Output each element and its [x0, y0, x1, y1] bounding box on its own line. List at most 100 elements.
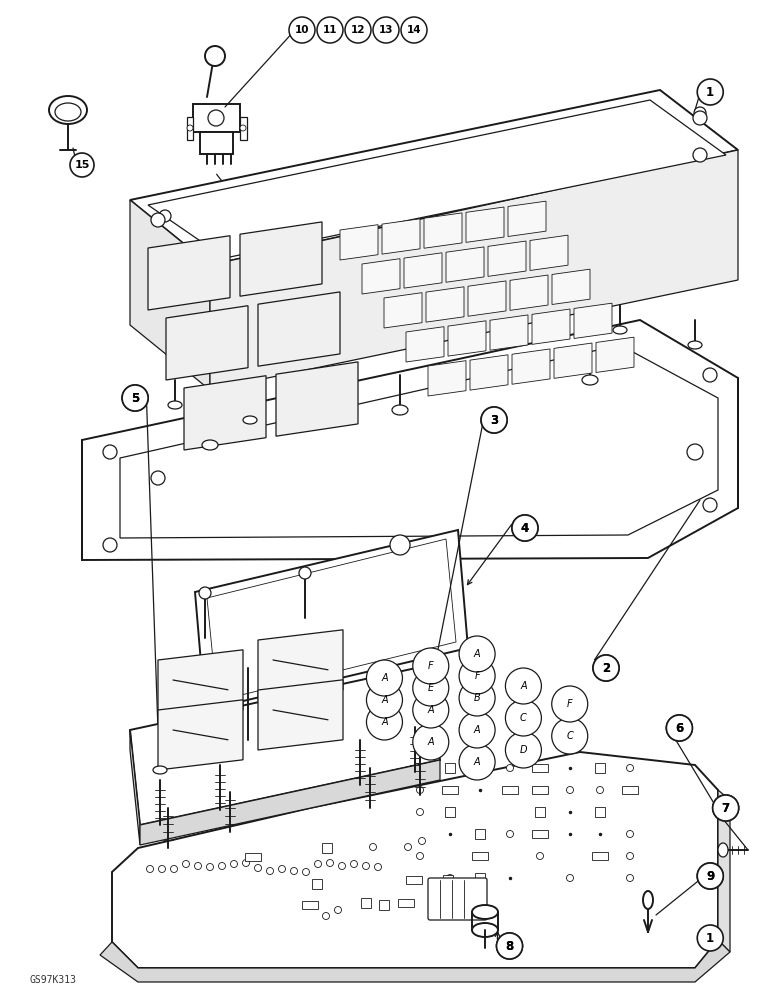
- Circle shape: [459, 680, 495, 716]
- Text: 14: 14: [407, 25, 422, 35]
- Circle shape: [345, 17, 371, 43]
- Circle shape: [459, 636, 495, 672]
- Circle shape: [567, 786, 574, 794]
- Circle shape: [303, 868, 310, 876]
- Circle shape: [413, 692, 449, 728]
- Polygon shape: [258, 680, 343, 750]
- Ellipse shape: [472, 905, 498, 919]
- Circle shape: [703, 498, 717, 512]
- Circle shape: [506, 668, 541, 704]
- Polygon shape: [510, 275, 548, 310]
- Text: A: A: [381, 717, 388, 727]
- Text: A: A: [474, 725, 480, 735]
- Circle shape: [151, 213, 165, 227]
- Polygon shape: [120, 345, 718, 538]
- Polygon shape: [276, 362, 358, 436]
- Text: 7: 7: [722, 802, 730, 814]
- Circle shape: [627, 764, 634, 772]
- Polygon shape: [158, 650, 243, 720]
- Bar: [622, 786, 638, 794]
- Bar: [595, 763, 605, 773]
- Circle shape: [413, 724, 449, 760]
- Bar: [502, 786, 518, 794]
- Circle shape: [70, 153, 94, 177]
- Polygon shape: [148, 236, 230, 310]
- Text: A: A: [474, 649, 480, 659]
- Polygon shape: [148, 100, 726, 258]
- Polygon shape: [362, 259, 400, 294]
- Text: 11: 11: [323, 25, 337, 35]
- Circle shape: [512, 515, 538, 541]
- Polygon shape: [488, 241, 526, 276]
- Polygon shape: [446, 247, 484, 282]
- Text: E: E: [428, 683, 434, 693]
- Circle shape: [666, 715, 692, 741]
- Text: 6: 6: [676, 722, 683, 734]
- Bar: [592, 852, 608, 860]
- Circle shape: [512, 515, 538, 541]
- Circle shape: [205, 46, 225, 66]
- Text: 12: 12: [350, 25, 365, 35]
- Text: 2: 2: [602, 662, 610, 674]
- Circle shape: [231, 860, 238, 867]
- Polygon shape: [596, 337, 634, 372]
- Circle shape: [314, 860, 321, 867]
- Circle shape: [323, 912, 330, 920]
- Circle shape: [417, 786, 424, 794]
- Text: 7: 7: [722, 802, 730, 814]
- Ellipse shape: [613, 326, 627, 334]
- Ellipse shape: [168, 401, 182, 409]
- Bar: [406, 876, 422, 884]
- Text: 15: 15: [74, 160, 90, 170]
- Polygon shape: [404, 253, 442, 288]
- Polygon shape: [130, 200, 210, 390]
- Bar: [379, 900, 389, 910]
- Polygon shape: [184, 376, 266, 450]
- FancyBboxPatch shape: [428, 878, 487, 920]
- Circle shape: [171, 865, 178, 872]
- Polygon shape: [187, 117, 193, 140]
- Circle shape: [693, 111, 707, 125]
- Circle shape: [103, 538, 117, 552]
- Ellipse shape: [243, 416, 257, 424]
- Circle shape: [418, 838, 425, 844]
- Circle shape: [593, 655, 619, 681]
- Text: 8: 8: [506, 940, 513, 952]
- Polygon shape: [240, 222, 322, 296]
- Circle shape: [537, 852, 543, 859]
- Polygon shape: [718, 790, 730, 952]
- Polygon shape: [130, 665, 440, 825]
- Ellipse shape: [55, 103, 81, 121]
- Circle shape: [218, 862, 225, 869]
- Text: A: A: [474, 757, 480, 767]
- Polygon shape: [466, 207, 504, 242]
- Circle shape: [417, 808, 424, 816]
- Circle shape: [390, 535, 410, 555]
- Circle shape: [147, 865, 154, 872]
- Polygon shape: [382, 219, 420, 254]
- Text: A: A: [428, 705, 434, 715]
- Circle shape: [506, 700, 541, 736]
- Circle shape: [552, 686, 587, 722]
- Bar: [245, 853, 261, 861]
- Polygon shape: [428, 361, 466, 396]
- Circle shape: [713, 795, 739, 821]
- Text: 4: 4: [521, 522, 529, 534]
- Circle shape: [666, 715, 692, 741]
- Circle shape: [496, 933, 523, 959]
- Polygon shape: [424, 213, 462, 248]
- Ellipse shape: [472, 923, 498, 937]
- Polygon shape: [82, 320, 738, 560]
- Circle shape: [242, 859, 249, 866]
- Circle shape: [151, 471, 165, 485]
- Polygon shape: [240, 117, 247, 140]
- Circle shape: [697, 925, 723, 951]
- Bar: [475, 829, 485, 839]
- Circle shape: [199, 587, 211, 599]
- Circle shape: [240, 125, 246, 131]
- Text: A: A: [428, 737, 434, 747]
- Circle shape: [290, 867, 297, 874]
- Circle shape: [506, 764, 513, 772]
- Circle shape: [481, 407, 507, 433]
- Circle shape: [431, 900, 438, 906]
